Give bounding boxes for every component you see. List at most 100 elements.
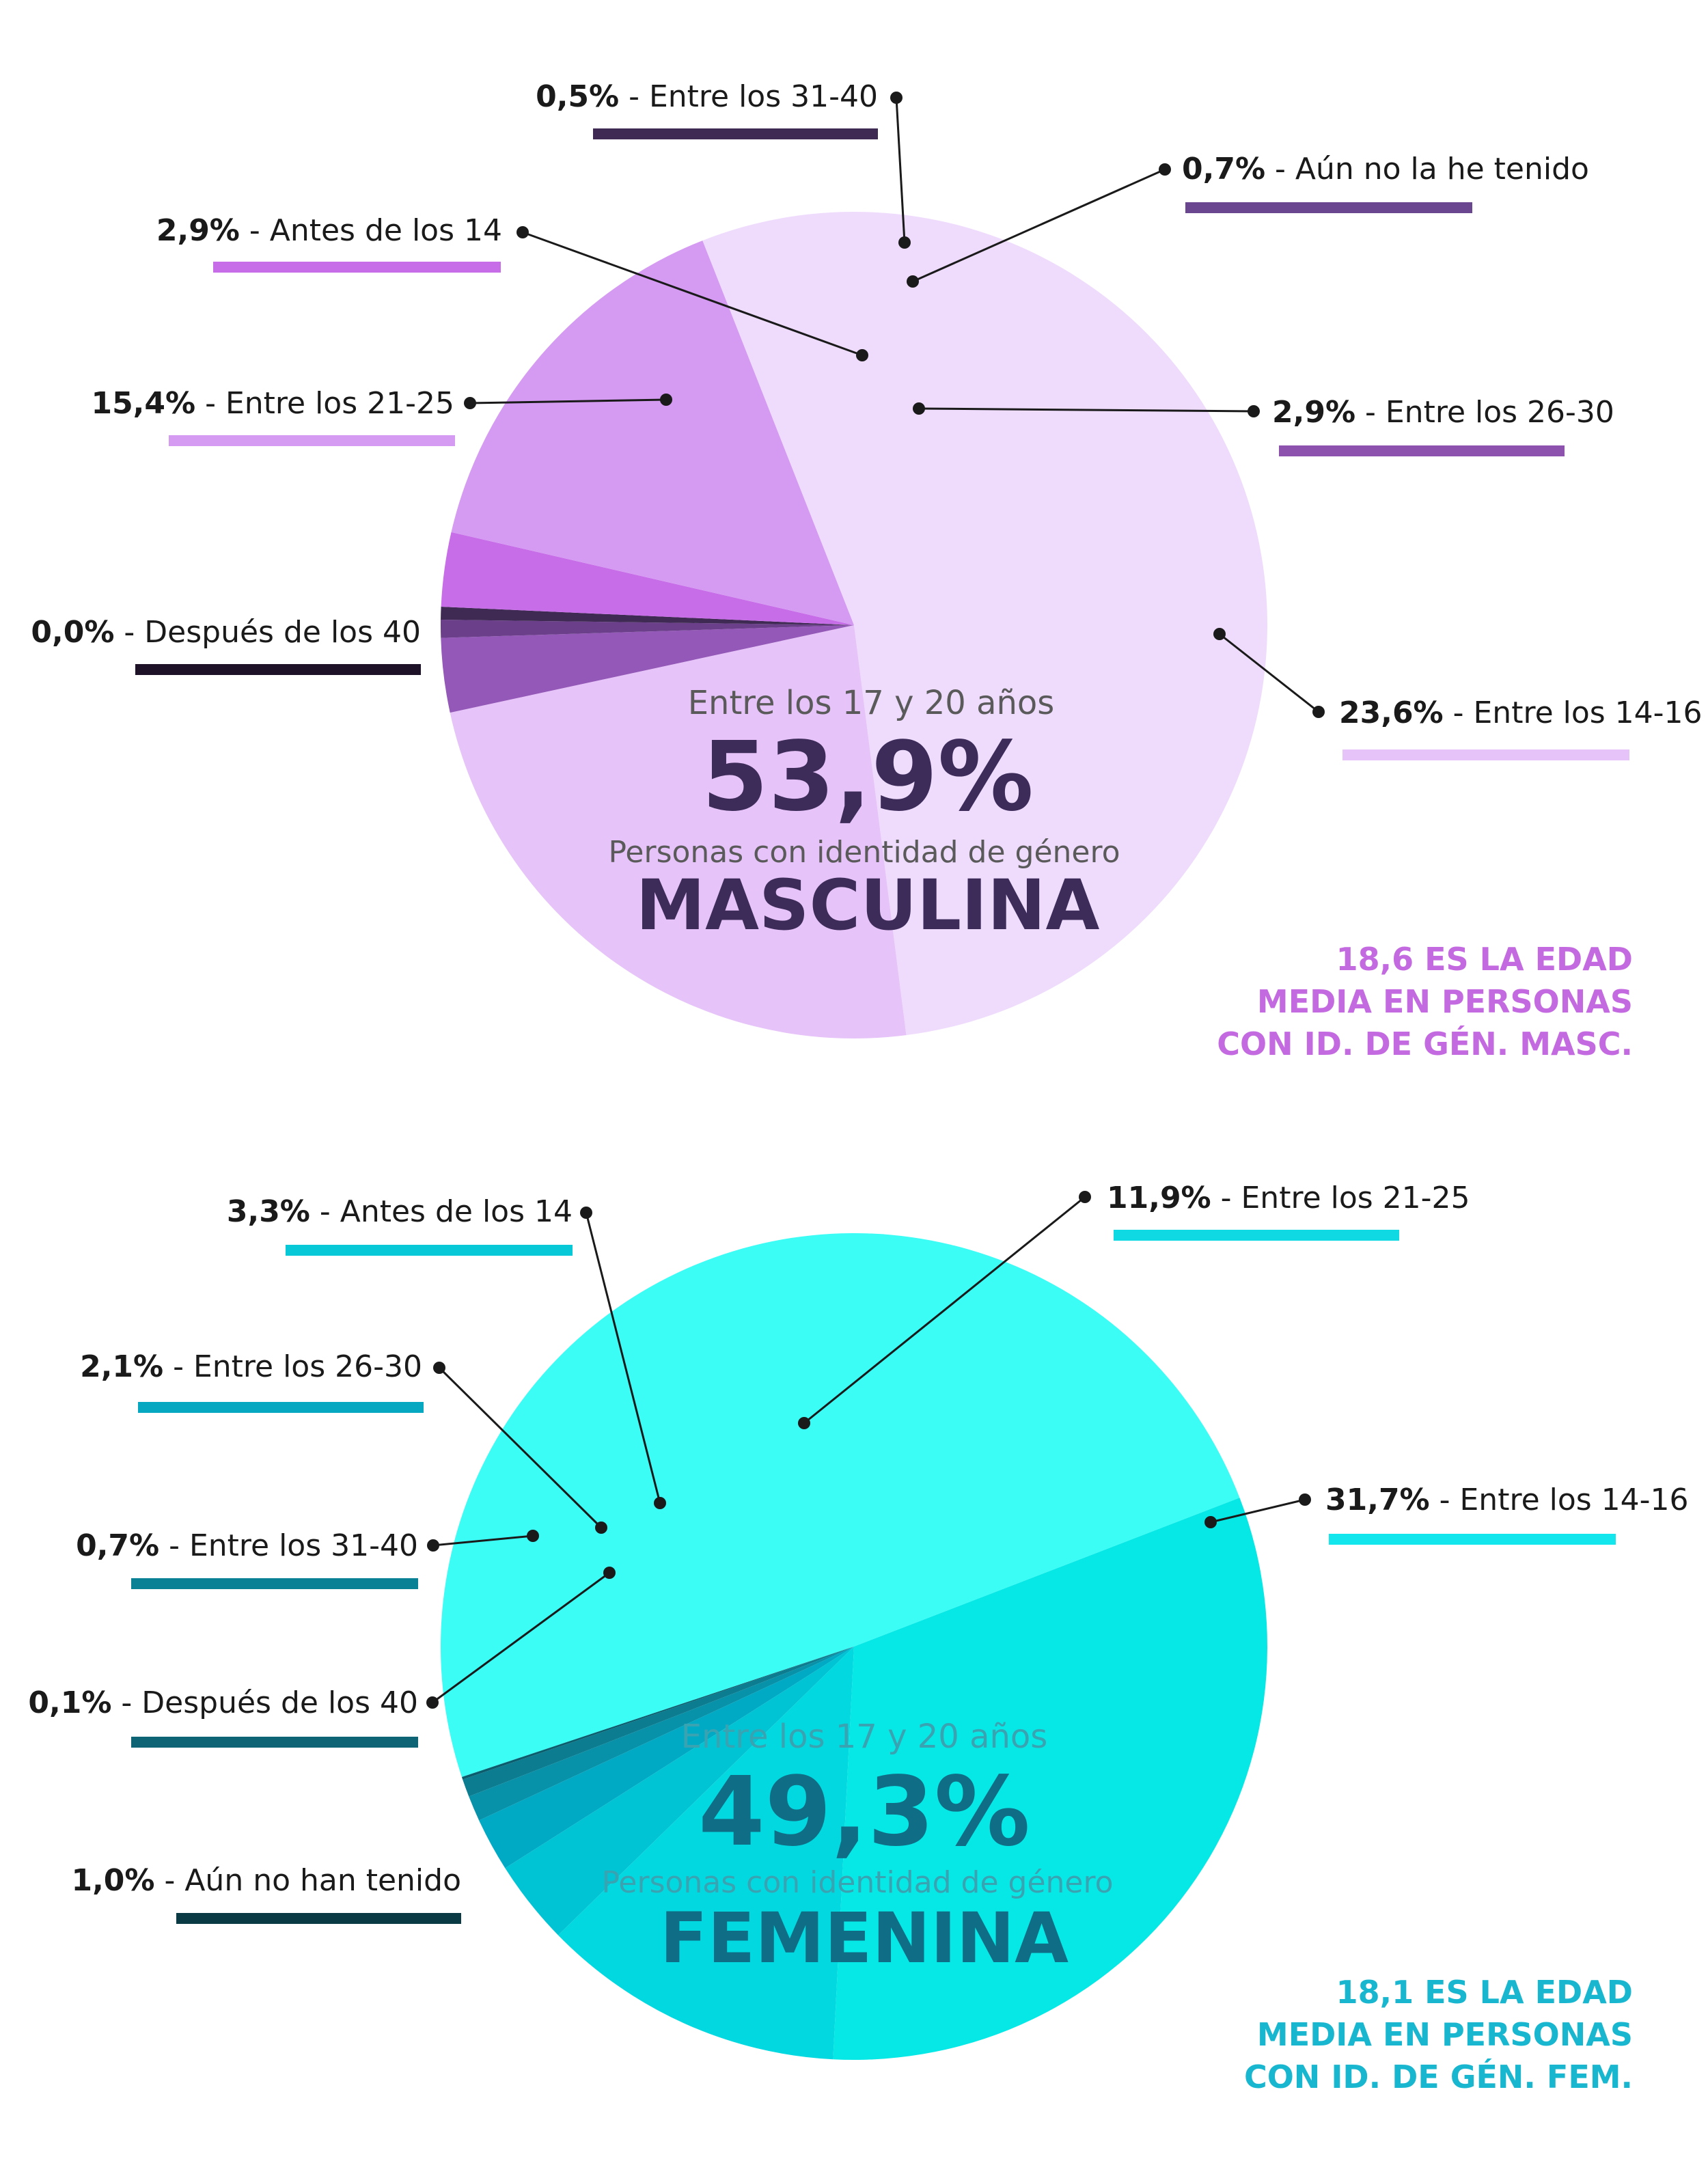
leader-dot: [913, 402, 925, 415]
leader-dot: [1213, 628, 1226, 640]
pie-slice: [440, 1232, 1240, 1777]
leader-dot: [898, 236, 911, 249]
leader-dot: [603, 1567, 616, 1579]
leader-line: [438, 1366, 603, 1529]
callout: 0,0% - Después de los 40: [31, 615, 421, 675]
callout-value: 15,4%: [91, 386, 195, 421]
callout: 0,7% - Entre los 31-40: [76, 1528, 539, 1589]
pie-slice: [451, 240, 854, 625]
pie-slice: [702, 211, 1268, 1036]
callout-text: - Aún no han tenido: [154, 1863, 461, 1898]
pie-slice: [441, 620, 854, 638]
leader-dot: [654, 1497, 666, 1509]
callout-underline: [1329, 1534, 1616, 1545]
callout-underline: [1114, 1230, 1399, 1241]
average-age-note: 18,6 ES LA EDAD: [1336, 941, 1633, 978]
average-age-note: MEDIA EN PERSONAS: [1257, 2016, 1633, 2053]
callout-label: 0,7% - Entre los 31-40: [76, 1528, 418, 1563]
leader-dot: [426, 1696, 439, 1709]
callout-underline: [593, 128, 878, 139]
callout: 0,5% - Entre los 31-40: [536, 79, 911, 249]
pie-slice: [441, 625, 854, 713]
callout-value: 0,1%: [28, 1685, 111, 1720]
callout-text: - Entre los 31-40: [159, 1528, 418, 1563]
callout-text: - Entre los 26-30: [163, 1349, 422, 1384]
center-subtitle: Personas con identidad de género: [608, 835, 1120, 870]
leader-line: [522, 231, 863, 357]
average-age-note: CON ID. DE GÉN. MASC.: [1217, 1025, 1633, 1062]
average-age-note: MEDIA EN PERSONAS: [1257, 983, 1633, 1020]
callout-value: 0,7%: [1182, 152, 1265, 187]
callout-value: 3,3%: [227, 1194, 310, 1229]
callout-label: 2,9% - Entre los 26-30: [1272, 395, 1614, 430]
leader-dot: [580, 1207, 592, 1219]
callout-label: 0,1% - Después de los 40: [28, 1685, 418, 1720]
average-age-note: 18,1 ES LA EDAD: [1336, 1974, 1633, 2011]
pie-slice: [441, 532, 854, 625]
callout-text: - Entre los 31-40: [619, 79, 878, 114]
callout-text: - Entre los 21-25: [195, 386, 454, 421]
leader-dot: [595, 1521, 607, 1534]
average-age-note: CON ID. DE GÉN. FEM.: [1244, 2058, 1633, 2095]
pie-slice: [463, 1647, 854, 1797]
leader-dot: [427, 1539, 439, 1552]
callout-underline: [213, 262, 501, 273]
callout: 23,6% - Entre los 14-16: [1213, 628, 1703, 760]
callout-text: - Después de los 40: [114, 615, 421, 650]
callout-text: - Entre los 26-30: [1355, 395, 1614, 430]
callout-label: 11,9% - Entre los 21-25: [1107, 1181, 1470, 1215]
callout: 2,9% - Entre los 26-30: [913, 395, 1614, 456]
callout: 1,0% - Aún no han tenido: [71, 1863, 461, 1924]
callout-value: 1,0%: [71, 1863, 154, 1898]
callout: 11,9% - Entre los 21-25: [798, 1181, 1470, 1429]
pie-slice: [450, 625, 907, 1038]
callout-label: 23,6% - Entre los 14-16: [1339, 696, 1703, 730]
callout-underline: [1342, 749, 1629, 760]
callout-text: - Antes de los 14: [310, 1194, 573, 1229]
leader-line: [803, 1196, 1086, 1424]
callout-label: 0,7% - Aún no la he tenido: [1182, 152, 1589, 187]
callout-label: 2,9% - Antes de los 14: [156, 213, 502, 248]
callout-text: - Entre los 21-25: [1211, 1181, 1470, 1215]
callout-label: 2,1% - Entre los 26-30: [80, 1349, 422, 1384]
pie-slice: [479, 1647, 854, 1869]
leader-line: [585, 1212, 661, 1504]
callout-underline: [135, 664, 421, 675]
leader-dot: [1159, 163, 1171, 176]
callout-value: 2,9%: [1272, 395, 1355, 430]
leader-line: [469, 398, 667, 404]
leader-line: [432, 1571, 610, 1704]
leader-dot: [798, 1417, 810, 1429]
callout-underline: [1185, 202, 1472, 213]
center-caption: Entre los 17 y 20 años: [681, 1718, 1048, 1756]
pie-slice: [461, 1647, 854, 1780]
leader-line: [1219, 633, 1319, 713]
leader-dot: [516, 226, 529, 238]
leader-dot: [527, 1530, 539, 1542]
callout-label: 0,0% - Después de los 40: [31, 615, 421, 650]
leader-line: [912, 168, 1166, 283]
callout-underline: [169, 435, 455, 446]
callout-underline: [286, 1245, 573, 1256]
callout-underline: [131, 1737, 418, 1748]
leader-line: [895, 97, 906, 243]
pie-slice: [505, 1647, 854, 1936]
callout: 31,7% - Entre los 14-16: [1204, 1483, 1689, 1545]
callout-value: 2,9%: [156, 213, 240, 248]
leader-line: [918, 407, 1254, 413]
callout-text: - Entre los 14-16: [1444, 696, 1703, 730]
callout-text: - Entre los 14-16: [1430, 1483, 1689, 1517]
leader-dot: [1248, 405, 1260, 417]
center-subtitle: Personas con identidad de género: [601, 1865, 1113, 1900]
callout-value: 23,6%: [1339, 696, 1444, 730]
leader-dot: [856, 349, 868, 361]
callout: 15,4% - Entre los 21-25: [91, 386, 672, 446]
callout-value: 0,7%: [76, 1528, 159, 1563]
callout-underline: [138, 1402, 424, 1413]
leader-dot: [907, 275, 919, 288]
callout-label: 3,3% - Antes de los 14: [227, 1194, 573, 1229]
